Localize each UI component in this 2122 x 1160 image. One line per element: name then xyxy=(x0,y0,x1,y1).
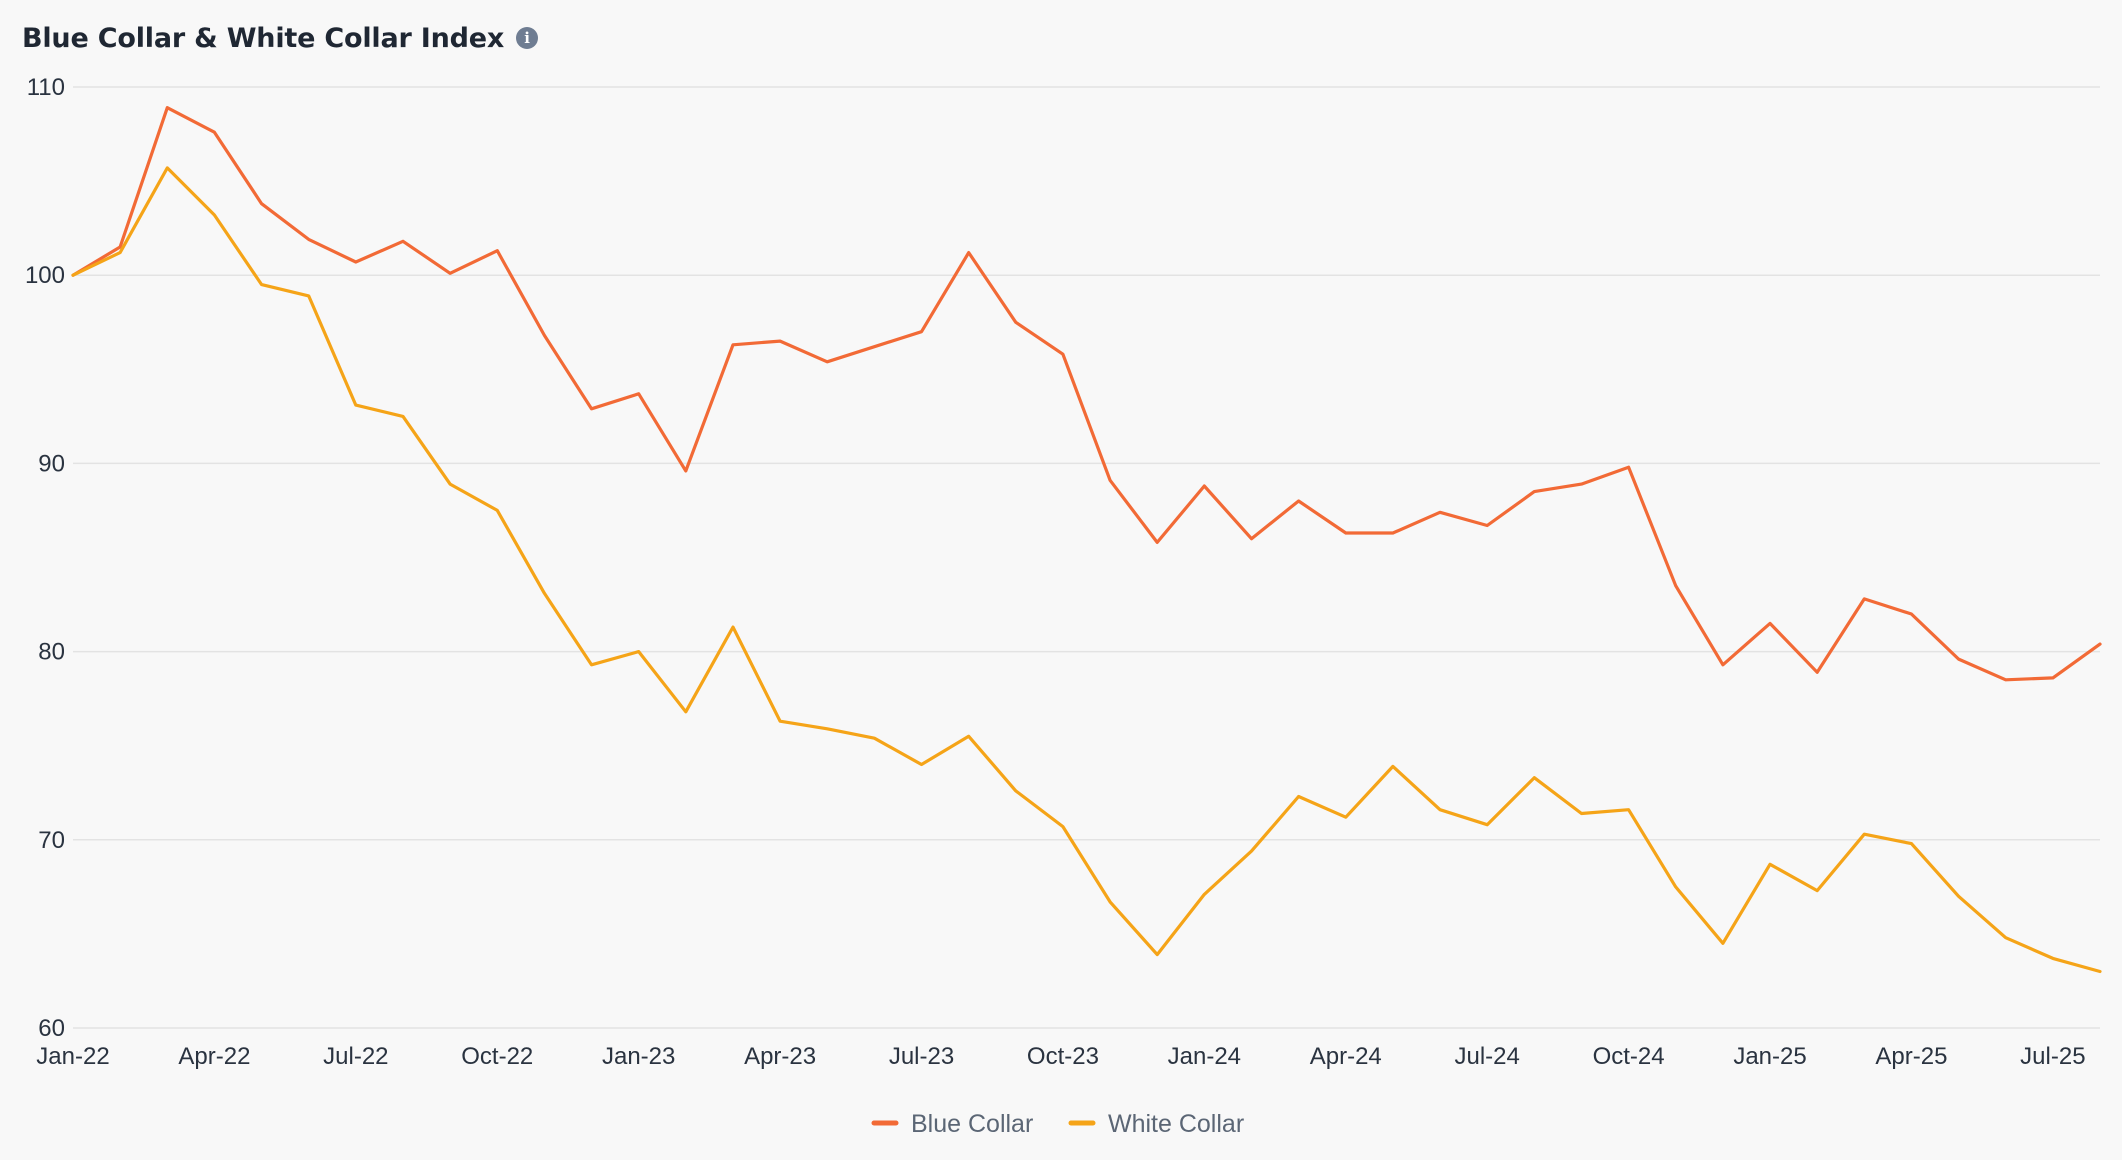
y-tick-label: 100 xyxy=(25,262,65,289)
y-tick-label: 60 xyxy=(38,1015,65,1042)
x-tick-label: Jul-22 xyxy=(323,1043,388,1070)
y-tick-label: 70 xyxy=(38,827,65,854)
x-tick-label: Jul-23 xyxy=(889,1043,954,1070)
x-tick-label: Apr-23 xyxy=(744,1043,816,1070)
legend-item-blue-collar[interactable]: Blue Collar xyxy=(871,1110,1033,1138)
legend: Blue Collar White Collar xyxy=(871,1110,1244,1138)
x-tick-label: Jul-24 xyxy=(1454,1043,1519,1070)
info-icon[interactable]: i xyxy=(516,27,539,49)
x-tick-label: Oct-24 xyxy=(1593,1043,1665,1070)
x-tick-label: Jan-22 xyxy=(36,1043,109,1070)
legend-label: Blue Collar xyxy=(911,1110,1033,1138)
x-tick-label: Jan-23 xyxy=(602,1043,675,1070)
y-tick-label: 90 xyxy=(38,450,65,477)
y-tick-label: 110 xyxy=(27,74,65,101)
chart-title: Blue Collar & White Collar Index xyxy=(22,22,505,54)
series-line-blue-collar[interactable] xyxy=(71,106,2102,682)
grid-lines xyxy=(73,86,2100,1029)
x-tick-label: Oct-22 xyxy=(461,1043,533,1070)
x-tick-label: Jan-25 xyxy=(1733,1043,1806,1070)
x-tick-label: Jul-25 xyxy=(2020,1043,2085,1070)
x-tick-label: Apr-25 xyxy=(1875,1043,1947,1070)
x-tick-label: Jan-24 xyxy=(1168,1043,1241,1070)
x-tick-label: Apr-24 xyxy=(1310,1043,1382,1070)
x-tick-label: Apr-22 xyxy=(178,1043,250,1070)
legend-item-white-collar[interactable]: White Collar xyxy=(1068,1110,1244,1138)
y-tick-label: 80 xyxy=(38,639,65,666)
series-lines xyxy=(71,106,2102,974)
chart-header: Blue Collar & White Collar Index i xyxy=(22,18,539,58)
x-tick-label: Oct-23 xyxy=(1027,1043,1099,1070)
series-line-white-collar[interactable] xyxy=(71,166,2102,974)
legend-label: White Collar xyxy=(1108,1110,1244,1138)
y-axis: 60 70 80 90 100 110 xyxy=(25,74,65,1042)
x-axis: Jan-22 Apr-22 Jul-22 Oct-22 Jan-23 Apr-23 Jul-… xyxy=(36,1043,2085,1070)
